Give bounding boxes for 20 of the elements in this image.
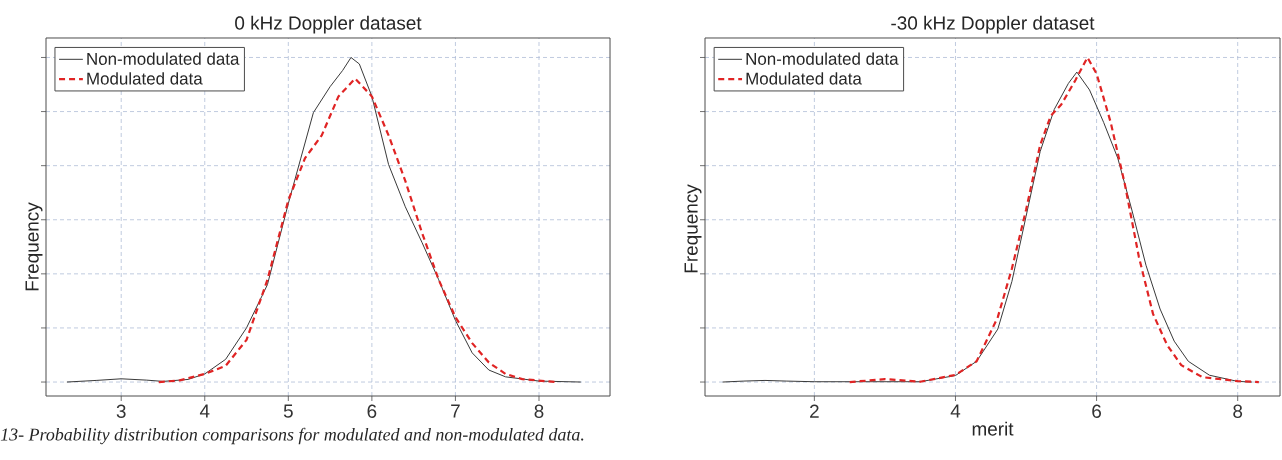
chart-title: 0 kHz Doppler dataset bbox=[235, 15, 422, 34]
legend-label: Modulated data bbox=[746, 72, 862, 85]
x-tick-label: 4 bbox=[950, 404, 961, 418]
legend-label: Modulated data bbox=[87, 72, 203, 85]
x-tick-label: 5 bbox=[283, 404, 293, 418]
x-tick-label: 8 bbox=[1233, 404, 1243, 418]
chart-title: -30 kHz Doppler dataset bbox=[891, 15, 1095, 34]
x-tick-label: 2 bbox=[810, 404, 819, 418]
legend-label: Non-modulated data bbox=[87, 52, 240, 65]
x-tick-label: 8 bbox=[534, 404, 544, 418]
y-axis-title: Frequency bbox=[25, 202, 43, 291]
x-tick-label: 6 bbox=[367, 404, 377, 418]
x-tick-label: 4 bbox=[199, 404, 210, 418]
y-axis-title: Frequency bbox=[684, 184, 702, 273]
x-tick-label: 7 bbox=[451, 404, 460, 418]
text: 13- Probability distribution comparisons for modulated and non-modulated data. bbox=[0, 427, 584, 445]
x-axis-title: merit bbox=[972, 421, 1014, 436]
x-tick-label: 3 bbox=[116, 404, 126, 418]
legend-label: Non-modulated data bbox=[746, 52, 899, 65]
x-tick-label: 6 bbox=[1092, 404, 1102, 418]
